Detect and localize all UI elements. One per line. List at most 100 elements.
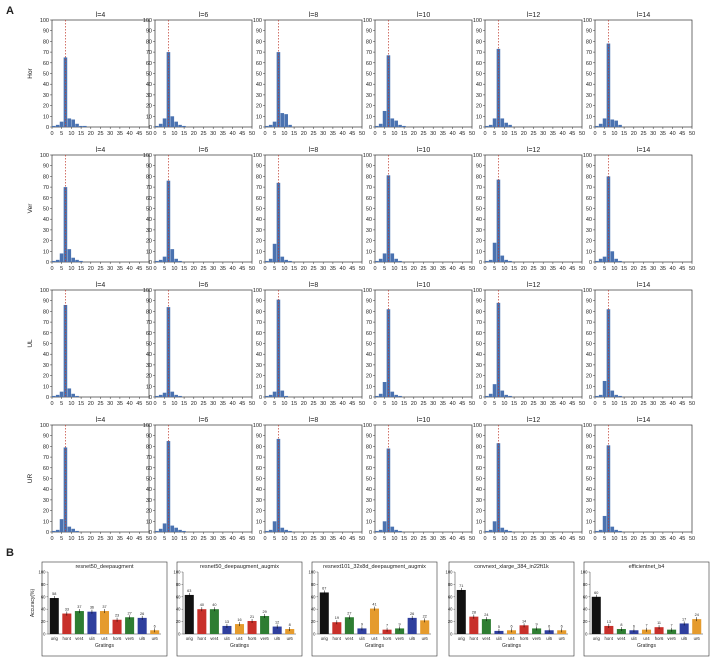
x-tick-label: 30: [107, 131, 113, 137]
category-label: orig: [321, 636, 329, 641]
x-tick-label: 20: [88, 131, 94, 137]
x-tick-label: 10: [501, 401, 507, 407]
x-tick-label: 20: [521, 536, 527, 542]
y-tick-label: 0: [479, 395, 482, 401]
y-tick-label: 80: [146, 174, 152, 180]
y-tick-label: 60: [146, 466, 152, 472]
y-tick-label: 50: [43, 342, 49, 348]
accuracy-bar: [604, 625, 614, 634]
y-tick-label: 100: [363, 288, 372, 294]
x-tick-label: 0: [593, 131, 596, 137]
y-tick-label: 10: [366, 384, 372, 390]
histogram-bar: [492, 521, 497, 532]
x-tick-label: 5: [383, 401, 386, 407]
y-tick-label: 0: [450, 632, 453, 637]
histogram-title: l=8: [309, 12, 319, 19]
y-tick-label: 100: [40, 288, 49, 294]
y-tick-label: 10: [366, 114, 372, 120]
y-tick-label: 100: [143, 288, 152, 294]
y-tick-label: 90: [586, 29, 592, 35]
histogram-title: l=6: [199, 12, 209, 19]
histogram-title: l=10: [417, 282, 431, 289]
y-tick-label: 70: [586, 185, 592, 191]
y-tick-label: 60: [448, 594, 453, 599]
x-tick-label: 50: [469, 131, 475, 137]
y-tick-label: 90: [586, 164, 592, 170]
y-tick-label: 20: [476, 509, 482, 515]
x-tick-label: 10: [501, 266, 507, 272]
histogram-frame: [154, 289, 253, 398]
x-tick-label: 50: [359, 536, 365, 542]
histogram-title: l=14: [637, 282, 651, 289]
y-tick-label: 90: [586, 299, 592, 305]
y-tick-label: 40: [311, 607, 316, 612]
y-tick-label: 40: [476, 82, 482, 88]
y-tick-label: 0: [259, 395, 262, 401]
y-tick-label: 30: [586, 498, 592, 504]
accuracy-bar: [456, 589, 466, 634]
histogram-bar: [614, 120, 618, 127]
y-tick-label: 100: [473, 18, 482, 24]
x-tick-label: 40: [230, 131, 236, 137]
x-tick-label: 15: [621, 401, 627, 407]
x-tick-label: 25: [530, 266, 536, 272]
y-tick-label: 70: [476, 185, 482, 191]
x-tick-label: 50: [359, 131, 365, 137]
histogram-bar: [67, 388, 72, 397]
histogram-bar: [174, 258, 178, 262]
x-tick-label: 35: [220, 131, 226, 137]
x-tick-label: 45: [459, 131, 465, 137]
histogram-bar: [386, 448, 391, 532]
x-tick-label: 0: [50, 536, 53, 542]
x-tick-label: 0: [593, 401, 596, 407]
x-tick-label: 35: [660, 266, 666, 272]
accuracy-bar: [125, 617, 135, 634]
histogram-bar: [162, 392, 167, 397]
y-tick-label: 60: [311, 594, 316, 599]
histogram-bar: [166, 307, 171, 397]
histogram-bar: [602, 256, 607, 262]
category-label: ur6: [152, 636, 159, 641]
category-label: ur4: [236, 636, 243, 641]
y-tick-label: 80: [146, 39, 152, 45]
y-tick-label: 60: [586, 61, 592, 67]
histogram-bar: [158, 123, 163, 127]
y-tick-label: 30: [43, 363, 49, 369]
histogram-frame: [264, 289, 363, 398]
y-tick-label: 90: [256, 164, 262, 170]
histogram-bar: [170, 116, 175, 127]
y-tick-label: 10: [476, 114, 482, 120]
x-tick-label: 50: [579, 536, 585, 542]
histogram-bar: [602, 515, 607, 532]
x-tick-label: 0: [593, 536, 596, 542]
y-tick-label: 60: [43, 466, 49, 472]
y-tick-label: 50: [476, 207, 482, 213]
x-tick-label: 30: [430, 266, 436, 272]
x-tick-label: 50: [689, 131, 695, 137]
category-label: ul6: [409, 636, 415, 641]
x-tick-label: 50: [146, 266, 152, 272]
y-tick-label: 60: [476, 466, 482, 472]
y-tick-label: 100: [583, 18, 592, 24]
histogram-bar: [618, 260, 622, 262]
x-tick-label: 30: [210, 536, 216, 542]
data-label: 37: [77, 605, 81, 609]
x-tick-label: 45: [136, 131, 142, 137]
x-tick-label: 50: [249, 536, 255, 542]
histogram-bar: [284, 395, 288, 397]
x-tick-label: 45: [239, 266, 245, 272]
x-tick-label: 25: [420, 401, 426, 407]
histogram-bar: [71, 528, 75, 532]
data-label: 6: [154, 624, 156, 628]
y-tick-label: 100: [473, 423, 482, 429]
y-tick-label: 100: [583, 288, 592, 294]
y-tick-label: 60: [586, 331, 592, 337]
histogram-bar: [378, 529, 383, 532]
histogram-bar: [508, 395, 512, 397]
accuracy-bar: [184, 594, 194, 634]
x-tick-label: 40: [560, 401, 566, 407]
data-label: 6: [548, 624, 550, 628]
x-tick-label: 45: [459, 401, 465, 407]
data-label: 37: [102, 605, 106, 609]
y-tick-label: 40: [366, 487, 372, 493]
